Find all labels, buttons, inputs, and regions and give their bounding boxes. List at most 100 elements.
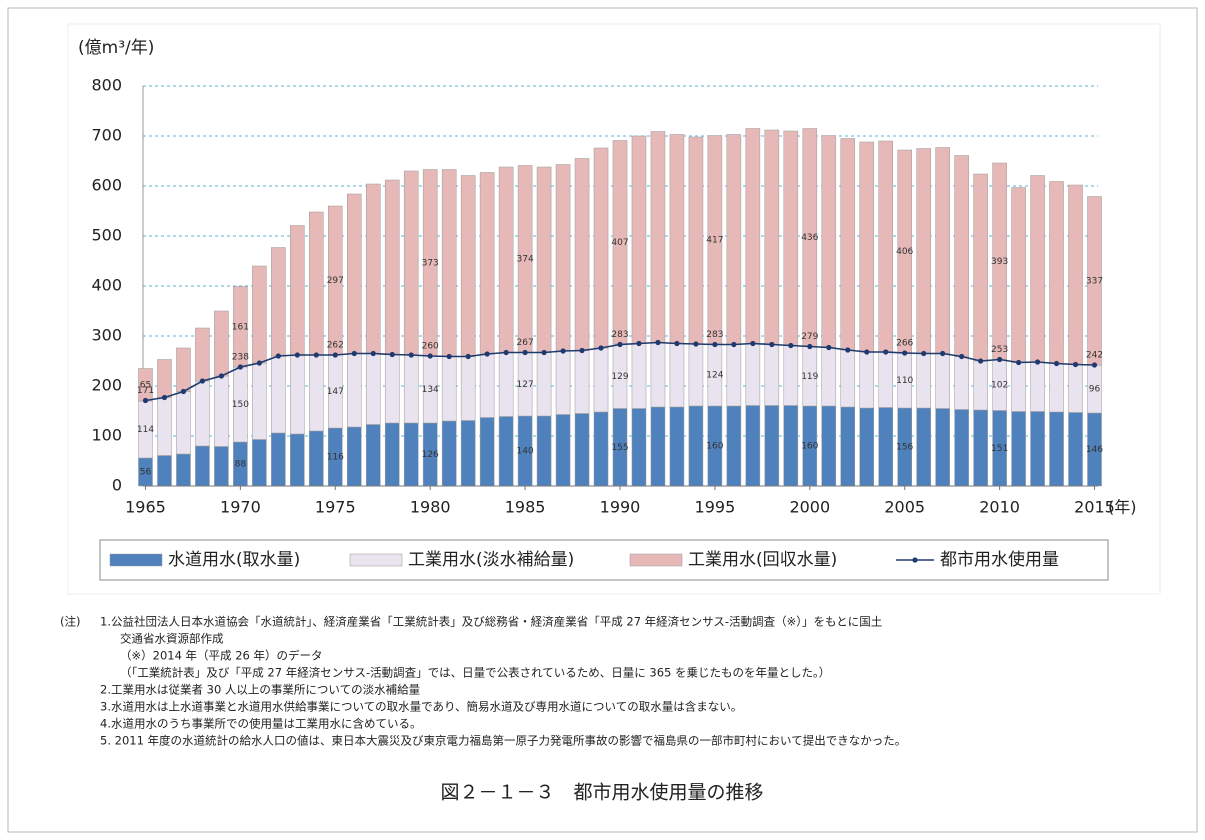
bar-segment (954, 356, 969, 410)
bar-segment (441, 356, 457, 422)
value-label: 156 (896, 443, 913, 453)
line-marker (1015, 359, 1022, 366)
y-tick-label: 700 (91, 126, 122, 145)
line-marker (313, 352, 319, 358)
bar-segment (403, 354, 419, 424)
bar-segment (479, 353, 495, 418)
value-label: 337 (1086, 276, 1103, 286)
value-label: 242 (1086, 351, 1103, 361)
bar-segment (365, 183, 381, 354)
line-marker (674, 340, 680, 347)
bar-segment (384, 354, 400, 424)
bar-segment (195, 445, 210, 487)
bar-segment (840, 349, 856, 408)
value-label: 253 (991, 345, 1008, 355)
line-marker (180, 388, 187, 395)
bar-segment (176, 453, 191, 487)
bar-segment (536, 166, 552, 353)
value-label: 126 (422, 450, 439, 460)
bar-segment (195, 380, 210, 447)
bar-segment (1049, 411, 1064, 487)
bar-segment (859, 351, 875, 409)
bar-segment (309, 354, 324, 432)
bar-segment (460, 356, 476, 421)
line-marker (959, 353, 965, 360)
bar-segment (669, 134, 685, 344)
bar-segment (783, 130, 799, 346)
bar-segment (290, 433, 305, 487)
value-label: 417 (706, 235, 723, 245)
value-label: 65 (140, 380, 151, 390)
line-marker (370, 350, 376, 357)
y-axis-title: (億m³/年) (78, 38, 154, 58)
value-label: 266 (896, 339, 913, 349)
line-marker (921, 350, 927, 357)
x-tick-label: 2005 (884, 498, 925, 517)
bar-segment (271, 432, 286, 487)
legend-swatch (629, 553, 683, 567)
line-marker (1053, 360, 1060, 367)
note: （※）2014 年（平成 26 年）のデータ (120, 649, 323, 663)
bar-segment (631, 408, 647, 487)
x-tick-label: 1985 (505, 498, 546, 517)
bar-segment (669, 406, 685, 487)
bar-segment (347, 353, 362, 428)
bar-segment (441, 169, 457, 357)
line-marker (636, 340, 642, 347)
x-axis-unit: (年) (1108, 498, 1137, 517)
bar-segment (650, 342, 666, 408)
bar-segment (271, 247, 286, 357)
value-label: 283 (706, 330, 723, 340)
bar-segment (916, 353, 931, 409)
line-marker (788, 342, 794, 349)
y-tick-label: 100 (91, 426, 122, 445)
line-marker (750, 340, 756, 347)
bar-segment (726, 344, 742, 407)
bar-segment (764, 129, 780, 345)
bar-segment (764, 344, 780, 406)
line-marker (883, 349, 889, 355)
y-tick-label: 300 (91, 326, 122, 345)
value-label: 96 (1089, 385, 1101, 395)
bar-segment (935, 147, 950, 354)
value-label: 374 (517, 255, 534, 265)
legend-swatch (912, 557, 918, 563)
line-marker (731, 341, 737, 348)
bar-segment (1030, 411, 1045, 487)
y-tick-label: 600 (91, 176, 122, 195)
bar-segment (1049, 363, 1064, 413)
bar-segment (214, 310, 229, 377)
y-tick-label: 400 (91, 276, 122, 295)
bar-segment (973, 409, 988, 487)
bar-segment (821, 135, 837, 348)
bar-segment (176, 347, 191, 392)
bar-segment (536, 415, 552, 487)
bar-segment (498, 166, 514, 353)
value-label: 151 (991, 444, 1008, 454)
bar-segment (859, 141, 875, 353)
bar-segment (1068, 364, 1083, 413)
bar-segment (271, 355, 286, 434)
line-marker (446, 353, 452, 360)
line-marker (351, 350, 357, 357)
x-tick-label: 1970 (220, 498, 261, 517)
note: (注) (60, 615, 80, 629)
value-label: 56 (140, 468, 152, 478)
line-marker (237, 364, 243, 370)
bar-segment (593, 411, 609, 487)
line-marker (769, 341, 775, 348)
line-marker (617, 341, 623, 348)
line-marker (541, 349, 547, 356)
value-label: 238 (232, 353, 249, 363)
bar-segment (384, 422, 400, 487)
bar-segment (593, 147, 609, 349)
bar-segment (214, 446, 229, 487)
value-label: 373 (422, 258, 439, 268)
x-tick-label: 2015 (1074, 498, 1115, 517)
bar-segment (365, 353, 381, 425)
line-marker (427, 353, 433, 359)
bar-segment (479, 172, 495, 355)
bar-segment (954, 155, 969, 357)
value-label: 283 (611, 330, 628, 340)
line-marker (560, 348, 566, 354)
